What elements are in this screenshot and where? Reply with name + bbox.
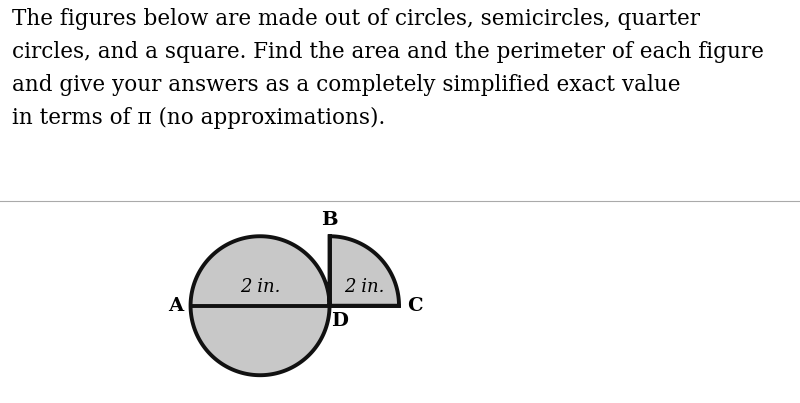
Text: 2 in.: 2 in. (344, 278, 385, 296)
Text: 2 in.: 2 in. (240, 278, 280, 296)
Text: A: A (168, 297, 183, 315)
Text: D: D (331, 312, 348, 330)
Text: C: C (406, 297, 422, 315)
Polygon shape (190, 236, 399, 375)
Text: The figures below are made out of circles, semicircles, quarter
circles, and a s: The figures below are made out of circle… (12, 8, 764, 129)
Text: B: B (322, 211, 338, 229)
